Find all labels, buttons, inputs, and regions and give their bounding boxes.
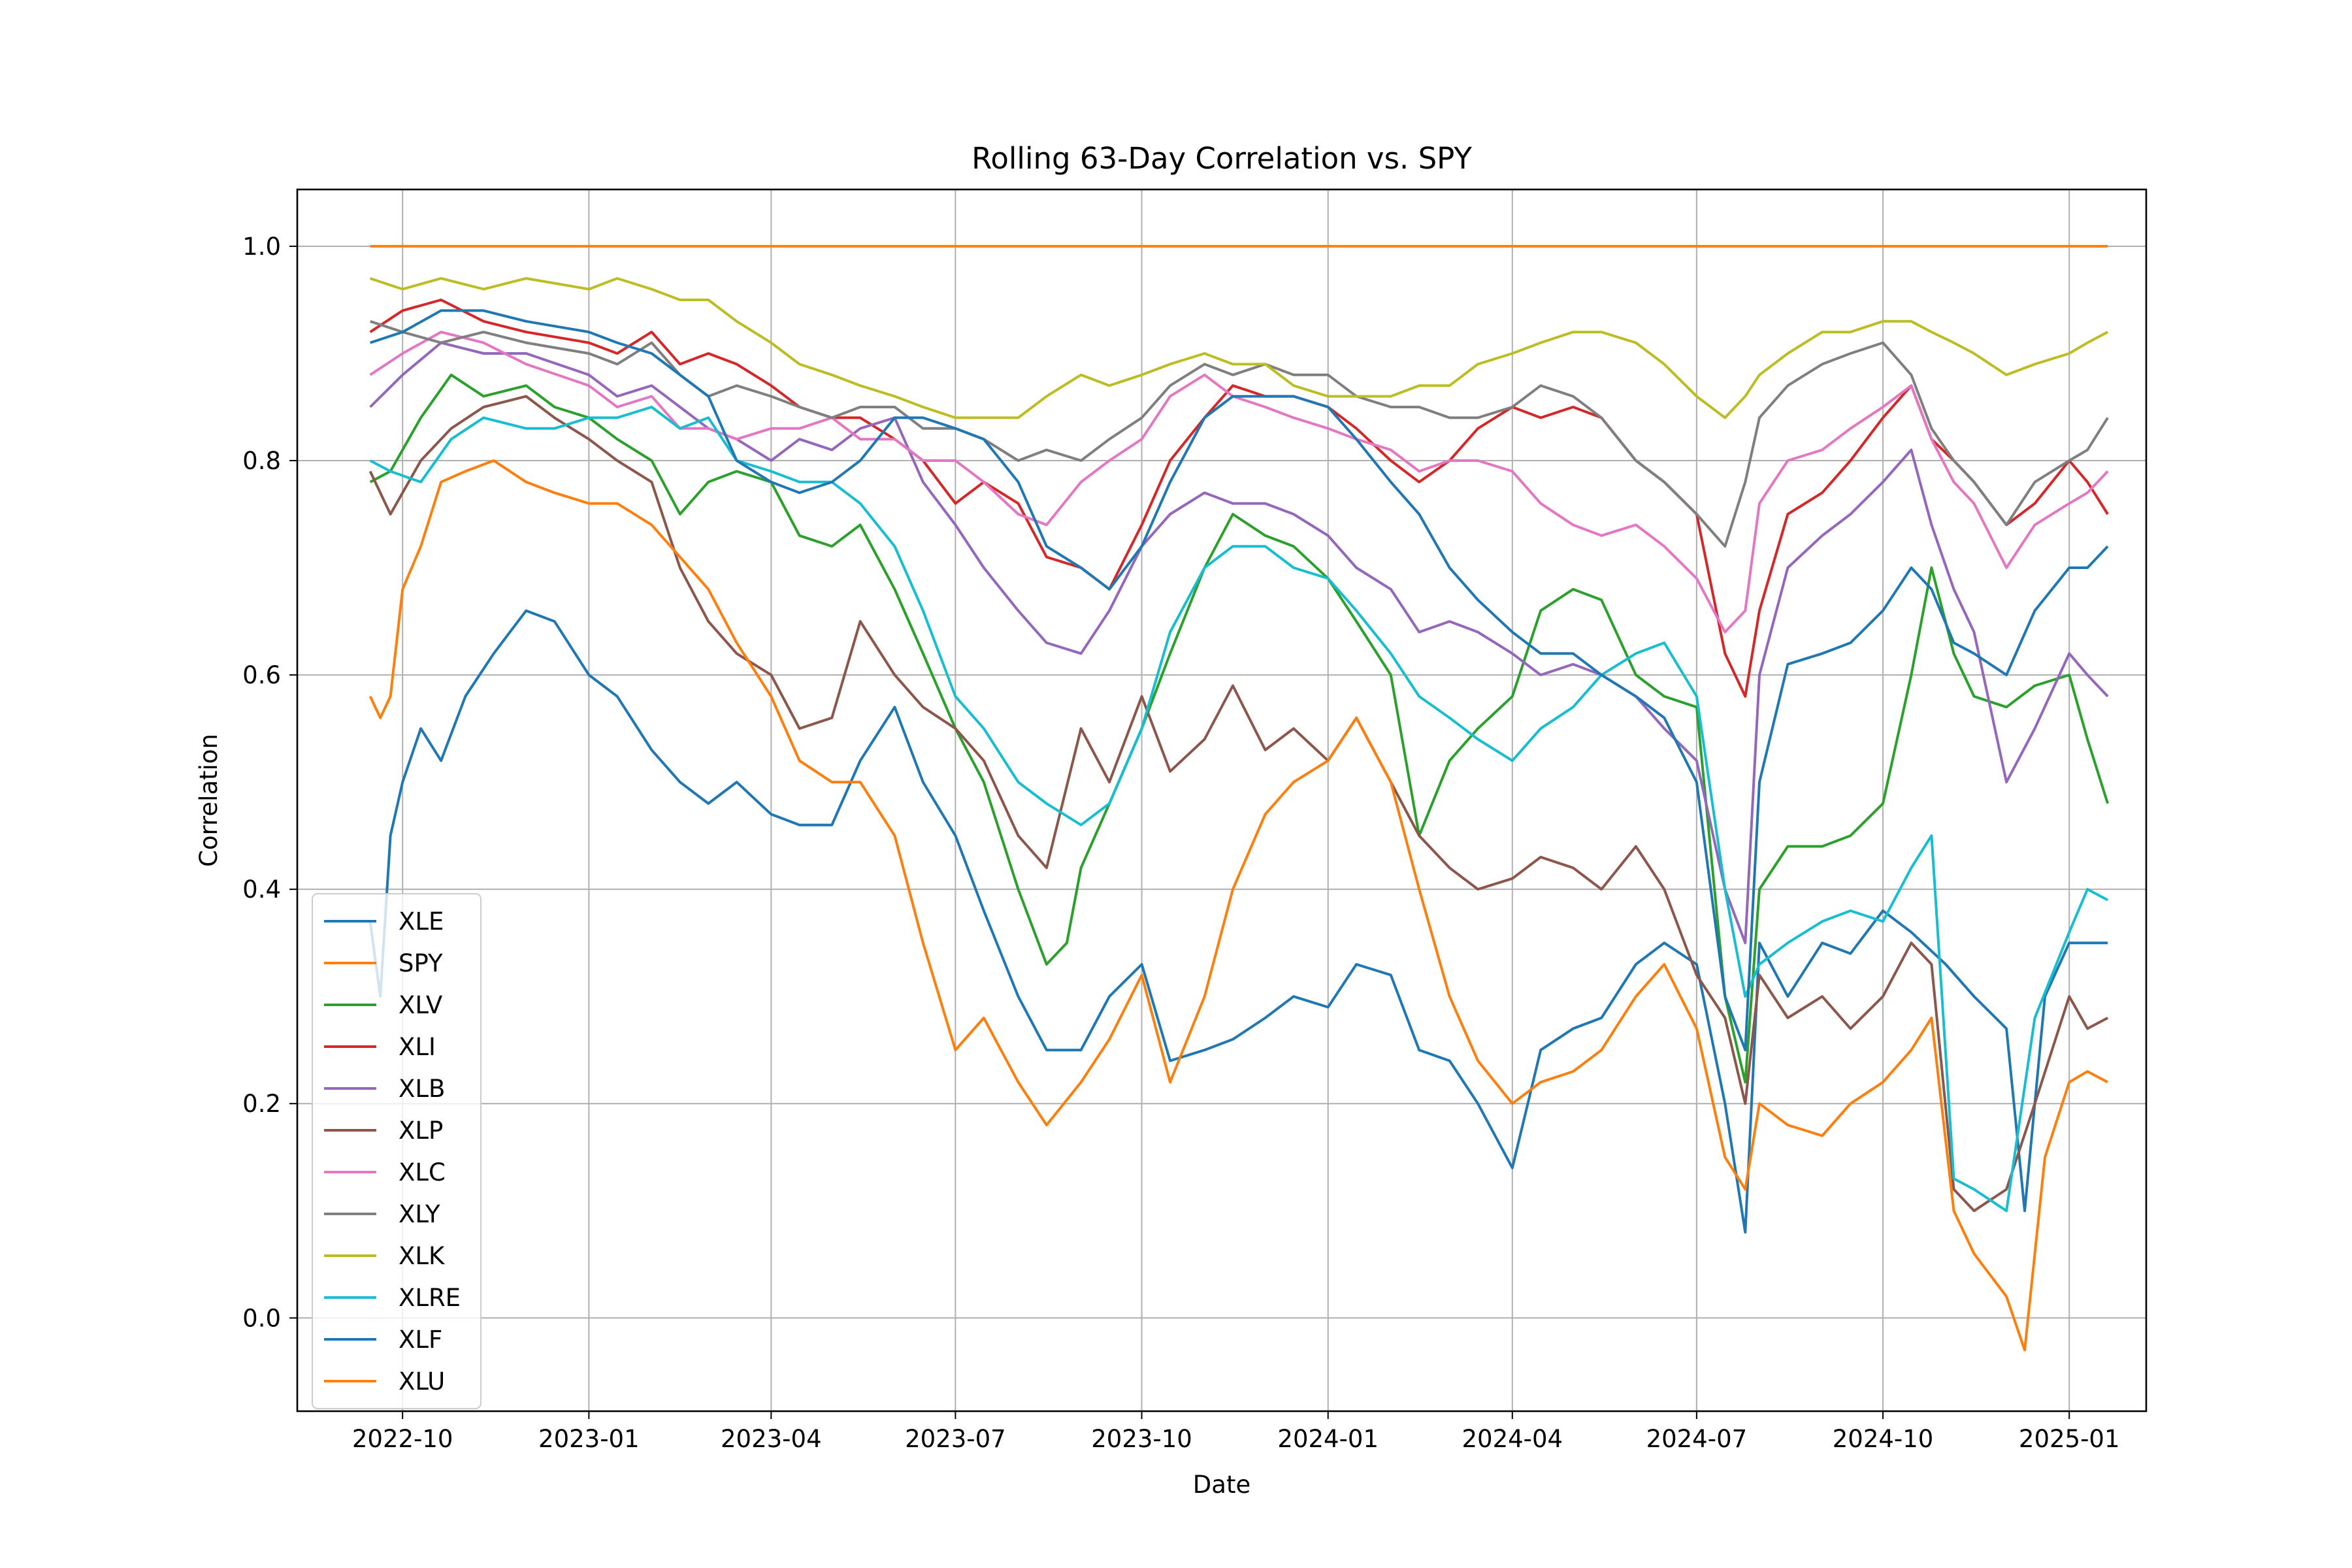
x-axis-label: Date — [1193, 1471, 1250, 1499]
x-tick-label: 2023-07 — [905, 1425, 1006, 1453]
y-tick-label: 0.2 — [242, 1090, 281, 1118]
legend-label: XLU — [399, 1367, 445, 1396]
legend-label: XLB — [399, 1075, 445, 1103]
axes-frame — [296, 188, 2148, 1413]
series-line-xle — [368, 609, 2108, 1234]
legend-label: XLC — [399, 1158, 446, 1186]
legend-label: XLK — [399, 1242, 446, 1270]
series-line-xlk — [369, 277, 2109, 419]
x-tick-label: 2024-01 — [1277, 1425, 1379, 1453]
y-tick-label: 0.4 — [242, 875, 281, 904]
legend-label: XLF — [399, 1326, 442, 1354]
y-axis-label: Correlation — [195, 734, 223, 867]
y-tick-label: 0.8 — [242, 447, 281, 475]
series-line-xlf — [369, 309, 2109, 1052]
legend-label: XLV — [399, 991, 442, 1019]
series-line-xlu — [368, 459, 2109, 1352]
x-tick-label: 2023-04 — [721, 1425, 822, 1453]
legend-label: XLI — [399, 1033, 436, 1061]
x-tick-label: 2022-10 — [352, 1425, 453, 1453]
x-tick-label: 2023-01 — [538, 1425, 640, 1453]
axis-ticks: 2022-10 2023-01 2023-04 2023-07 2023-10 2024-… — [242, 233, 2119, 1453]
chart-title: Rolling 63-Day Correlation vs. SPY — [972, 141, 1472, 176]
x-tick-label: 2024-10 — [1833, 1425, 1934, 1453]
x-tick-label: 2023-10 — [1091, 1425, 1192, 1453]
legend-label: XLP — [399, 1117, 443, 1145]
legend-label: XLY — [399, 1200, 440, 1228]
series-line-xlc — [369, 331, 2109, 634]
x-tick-label: 2024-04 — [1462, 1425, 1563, 1453]
legend-box — [312, 893, 482, 1409]
y-tick-label: 1.0 — [242, 233, 281, 261]
legend-label: XLRE — [399, 1284, 461, 1312]
series-line-xlre — [369, 406, 2109, 1213]
y-tick-label: 0.0 — [242, 1304, 281, 1332]
series-line-xly — [369, 319, 2109, 548]
x-tick-label: 2024-07 — [1646, 1425, 1748, 1453]
series-line-xlv — [369, 373, 2110, 1084]
plot-area — [368, 244, 2110, 1352]
legend: XLE SPY XLV XLI XLB XLP XLC XLY XLK XLRE XLF XLU — [312, 893, 482, 1409]
y-tick-label: 0.6 — [242, 661, 281, 689]
x-tick-label: 2025-01 — [2019, 1425, 2120, 1453]
legend-label: SPY — [399, 949, 443, 977]
legend-label: XLE — [399, 907, 444, 936]
